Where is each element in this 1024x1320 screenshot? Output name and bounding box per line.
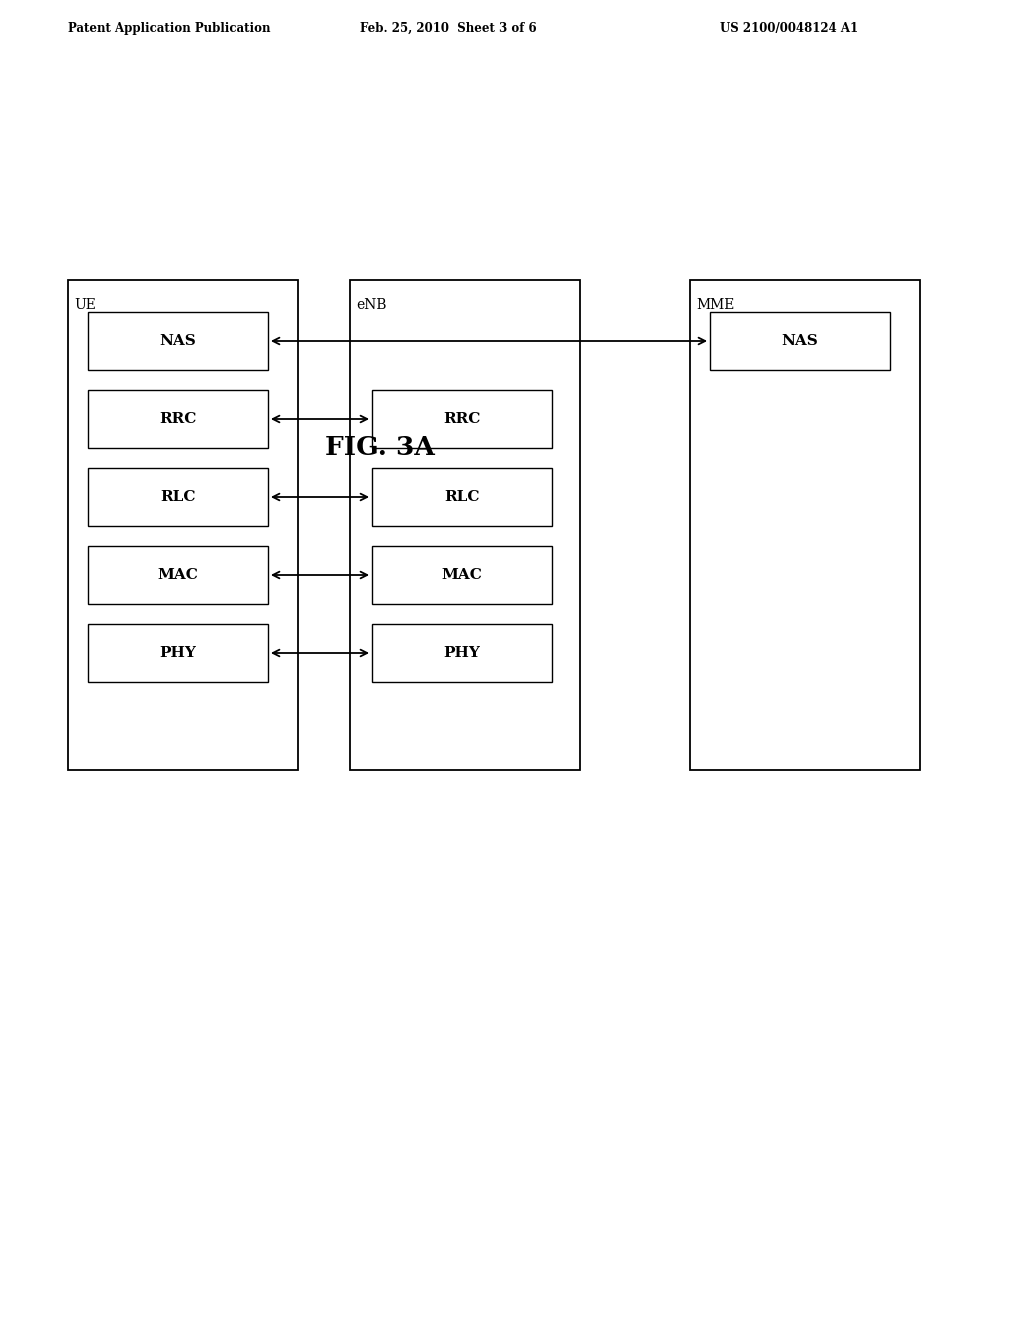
- Text: NAS: NAS: [160, 334, 197, 348]
- Text: FIG. 3A: FIG. 3A: [325, 436, 435, 459]
- Bar: [372, 624, 552, 682]
- Bar: [88, 546, 268, 605]
- Bar: [88, 312, 268, 370]
- Bar: [372, 469, 552, 525]
- Text: UE: UE: [74, 298, 96, 312]
- Text: MAC: MAC: [441, 568, 482, 582]
- Text: PHY: PHY: [443, 645, 480, 660]
- Text: PHY: PHY: [160, 645, 197, 660]
- Bar: [372, 546, 552, 605]
- Text: eNB: eNB: [356, 298, 386, 312]
- Text: NAS: NAS: [781, 334, 818, 348]
- Text: MAC: MAC: [158, 568, 199, 582]
- Bar: [68, 280, 298, 770]
- Bar: [350, 280, 580, 770]
- Text: RRC: RRC: [160, 412, 197, 426]
- Text: RRC: RRC: [443, 412, 480, 426]
- Text: Feb. 25, 2010  Sheet 3 of 6: Feb. 25, 2010 Sheet 3 of 6: [360, 22, 537, 36]
- Text: Patent Application Publication: Patent Application Publication: [68, 22, 270, 36]
- Bar: [372, 389, 552, 447]
- Text: RLC: RLC: [160, 490, 196, 504]
- Bar: [88, 624, 268, 682]
- Bar: [88, 469, 268, 525]
- Bar: [710, 312, 890, 370]
- Text: MME: MME: [696, 298, 734, 312]
- Bar: [690, 280, 920, 770]
- Bar: [88, 389, 268, 447]
- Text: US 2100/0048124 A1: US 2100/0048124 A1: [720, 22, 858, 36]
- Text: RLC: RLC: [444, 490, 480, 504]
